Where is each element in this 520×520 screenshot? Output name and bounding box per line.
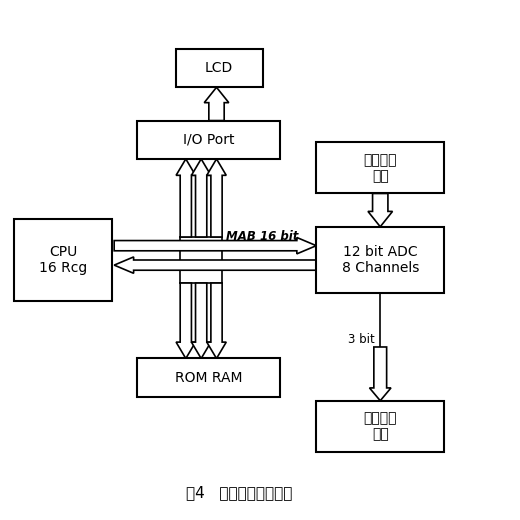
Bar: [176, 49, 263, 87]
Bar: [316, 142, 444, 193]
Bar: [15, 219, 112, 301]
Polygon shape: [191, 283, 211, 358]
Polygon shape: [370, 347, 391, 401]
Text: 图4   主要硬件结构框图: 图4 主要硬件结构框图: [186, 485, 293, 500]
Polygon shape: [114, 238, 316, 254]
Polygon shape: [176, 159, 196, 237]
Bar: [137, 358, 280, 397]
Text: ROM RAM: ROM RAM: [175, 371, 243, 385]
Text: 12 bit ADC
8 Channels: 12 bit ADC 8 Channels: [342, 245, 419, 275]
Polygon shape: [114, 257, 316, 274]
Polygon shape: [204, 87, 229, 121]
Polygon shape: [176, 283, 196, 358]
Text: CPU
16 Rcg: CPU 16 Rcg: [39, 245, 87, 275]
Text: 模拟信号
输人: 模拟信号 输人: [363, 153, 397, 183]
Polygon shape: [368, 193, 393, 227]
Polygon shape: [191, 159, 211, 237]
Text: 3 bit: 3 bit: [348, 333, 375, 346]
Text: 数字信号
输出: 数字信号 输出: [363, 411, 397, 441]
Text: LCD: LCD: [205, 61, 233, 75]
Polygon shape: [207, 283, 226, 358]
Bar: [137, 121, 280, 159]
Text: MAB 16 bit: MAB 16 bit: [226, 230, 299, 243]
Bar: [316, 401, 444, 452]
Text: I/O Port: I/O Port: [183, 133, 235, 147]
Polygon shape: [207, 159, 226, 237]
Bar: [316, 227, 444, 293]
